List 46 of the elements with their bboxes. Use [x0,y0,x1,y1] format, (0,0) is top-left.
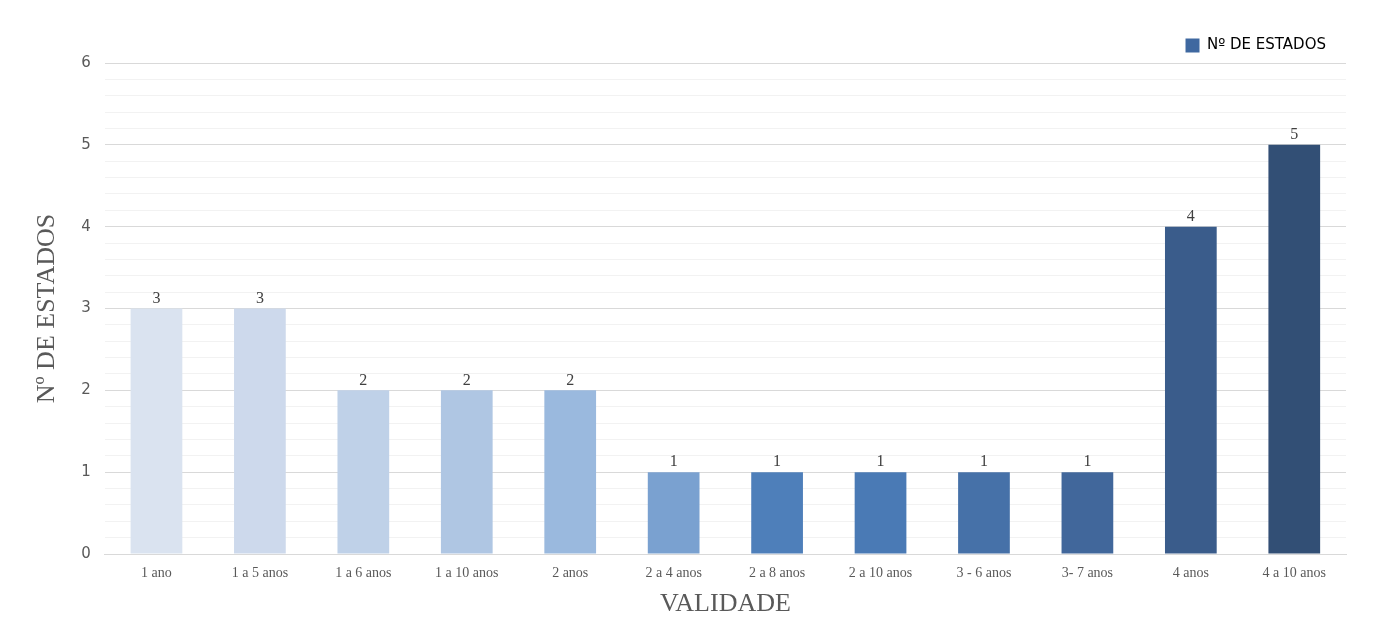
data-label: 3 [255,288,264,306]
bar [647,472,700,554]
x-tick-label: 1 ano [141,565,172,581]
data-label: 1 [1083,452,1092,470]
x-tick-label: 1 a 10 anos [435,565,499,581]
data-label: 1 [979,452,988,470]
bar [440,390,493,554]
data-label: 2 [462,370,471,388]
x-tick-label: 1 a 6 anos [335,565,392,581]
x-tick-label: 3 - 6 anos [956,565,1012,581]
bar [1164,226,1217,554]
x-tick-label: 1 a 5 anos [231,565,289,581]
y-tick-label: 1 [81,462,91,481]
data-label: 5 [1290,125,1299,143]
data-label: 1 [773,452,782,470]
data-label: 1 [876,452,885,470]
legend-label: Nº DE ESTADOS [1207,35,1327,54]
bar [337,390,390,554]
y-tick-label: 4 [81,216,91,235]
x-tick-label: 2 a 4 anos [645,565,702,581]
x-tick-label: 3- 7 anos [1061,565,1114,581]
bar [854,472,907,554]
y-tick-label: 3 [81,298,91,317]
x-tick-label: 2 a 10 anos [848,565,913,581]
bar [1061,472,1114,554]
y-tick-label: 5 [81,134,91,153]
y-tick-label: 0 [81,543,91,562]
x-tick-label: 2 a 8 anos [748,565,806,581]
x-tick-label: 2 anos [552,565,589,581]
x-tick-label: 4 a 10 anos [1262,565,1326,581]
bar [544,390,597,554]
bar [958,472,1010,554]
x-axis-title: VALIDADE [659,588,791,618]
data-label: 1 [669,452,678,470]
bar [1268,144,1321,554]
data-label: 2 [359,370,368,388]
y-tick-label: 6 [81,52,91,71]
y-tick-label: 2 [81,380,91,399]
data-label: 3 [152,288,161,306]
bar [234,308,286,554]
data-label: 2 [566,370,575,388]
x-tick-label: 4 anos [1172,565,1209,581]
y-axis-title: Nº DE ESTADOS [31,213,61,404]
bar [130,308,183,554]
data-label: 4 [1186,206,1195,224]
bar [751,472,803,554]
